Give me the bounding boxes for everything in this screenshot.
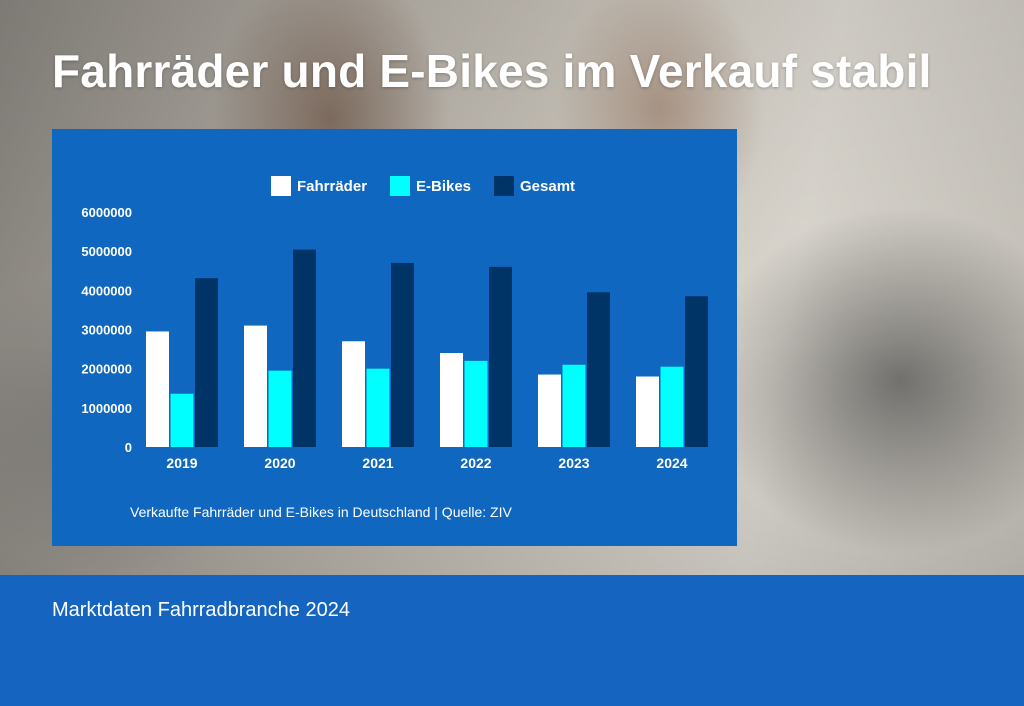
y-tick-label: 6000000 xyxy=(81,205,132,220)
bar-chart: 0 1000000 2000000 3000000 4000000 5000000 6000… xyxy=(81,176,708,520)
legend-swatch-1 xyxy=(390,176,410,196)
bar-e-bikes-2024 xyxy=(660,366,684,447)
bar-fahrr-der-2020 xyxy=(244,325,267,447)
y-tick-label: 3000000 xyxy=(81,323,132,338)
y-tick-label: 0 xyxy=(125,440,132,455)
x-tick-label: 2019 xyxy=(166,455,197,471)
bar-e-bikes-2023 xyxy=(562,364,586,447)
bar-fahrr-der-2024 xyxy=(636,376,659,447)
bar-gesamt-2023 xyxy=(587,292,610,447)
x-tick-label: 2024 xyxy=(656,455,687,471)
x-tick-label: 2023 xyxy=(558,455,589,471)
bar-fahrr-der-2022 xyxy=(440,353,463,447)
slide-title: Fahrräder und E-Bikes im Verkauf stabil xyxy=(52,45,932,97)
y-tick-label: 2000000 xyxy=(81,362,132,377)
bar-gesamt-2022 xyxy=(489,266,512,447)
legend-swatch-2 xyxy=(494,176,514,196)
legend-label: Fahrräder xyxy=(297,178,367,195)
chart-panel: 0 1000000 2000000 3000000 4000000 5000000 6000… xyxy=(52,129,737,546)
bar-gesamt-2020 xyxy=(293,249,316,447)
x-tick-label: 2021 xyxy=(362,455,393,471)
y-tick-label: 1000000 xyxy=(81,401,132,416)
bar-gesamt-2021 xyxy=(391,262,414,447)
bar-gesamt-2019 xyxy=(195,278,218,447)
bar-e-bikes-2022 xyxy=(464,360,488,447)
bar-fahrr-der-2023 xyxy=(538,374,561,447)
bar-e-bikes-2020 xyxy=(268,370,292,447)
footer-text: Marktdaten Fahrradbranche 2024 xyxy=(52,599,350,621)
x-tick-label: 2022 xyxy=(460,455,491,471)
y-tick-label: 5000000 xyxy=(81,244,132,259)
bar-e-bikes-2021 xyxy=(366,368,390,447)
legend-label: Gesamt xyxy=(520,178,575,195)
y-tick-label: 4000000 xyxy=(81,283,132,298)
bar-fahrr-der-2021 xyxy=(342,341,365,447)
bar-gesamt-2024 xyxy=(685,296,708,447)
chart-caption: Verkaufte Fahrräder und E-Bikes in Deuts… xyxy=(130,504,512,520)
x-tick-label: 2020 xyxy=(264,455,295,471)
bar-fahrr-der-2019 xyxy=(146,331,169,447)
legend-swatch-0 xyxy=(271,176,291,196)
bar-e-bikes-2019 xyxy=(170,393,194,447)
footer-bar: Marktdaten Fahrradbranche 2024 xyxy=(0,575,1024,706)
legend-label: E-Bikes xyxy=(416,178,471,195)
